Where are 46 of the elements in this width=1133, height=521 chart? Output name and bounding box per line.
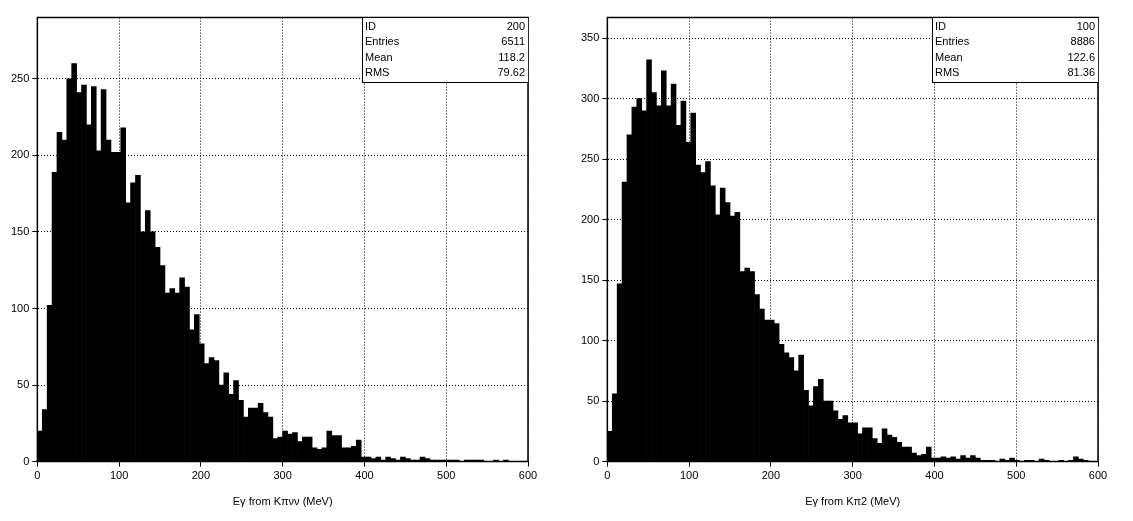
x-axis-title: Eγ from Kπ2 (MeV) (805, 495, 901, 508)
annotation: 6511 (501, 34, 525, 50)
y-tick-label: 150 (10, 224, 30, 237)
y-tick-label: 200 (10, 148, 30, 161)
y-tick-label: 50 (587, 394, 600, 407)
y-tick-label: 100 (10, 301, 30, 314)
x-tick-label: 400 (355, 469, 374, 482)
annotation: RMS (935, 65, 960, 81)
annotation: Entries (365, 34, 400, 50)
x-tick-label: 100 (679, 469, 699, 482)
x-tick-label: 400 (925, 469, 944, 482)
annotation: Mean (935, 49, 963, 65)
y-tick-label: 250 (10, 71, 30, 84)
annotation: 200 (506, 18, 525, 34)
x-tick-label: 200 (191, 469, 211, 482)
y-tick-label: 300 (580, 91, 600, 104)
annotation: 81.36 (1067, 65, 1095, 81)
annotation: 8886 (1070, 34, 1095, 50)
x-axis-title: Eγ from Kπνν (MeV) (232, 495, 333, 508)
annotation: 118.2 (498, 49, 525, 65)
x-tick-label: 0 (604, 469, 611, 482)
x-tick-label: 300 (843, 469, 862, 482)
x-tick-label: 0 (34, 469, 41, 482)
annotation: RMS (365, 65, 390, 81)
y-tick-label: 200 (580, 212, 600, 225)
annotation: 79.62 (497, 65, 525, 81)
y-tick-label: 50 (17, 378, 30, 391)
annotation: ID (935, 18, 946, 34)
y-tick-label: 0 (23, 454, 30, 467)
x-tick-label: 300 (273, 469, 292, 482)
x-tick-label: 600 (1088, 469, 1108, 482)
annotation: Mean (365, 49, 393, 65)
y-tick-label: 150 (580, 273, 600, 286)
x-tick-label: 600 (518, 469, 538, 482)
y-tick-label: 0 (593, 454, 600, 467)
y-tick-label: 100 (580, 333, 600, 346)
annotation: ID (365, 18, 376, 34)
x-tick-label: 200 (761, 469, 781, 482)
y-tick-label: 250 (580, 152, 600, 165)
x-tick-label: 500 (1007, 469, 1026, 482)
x-tick-label: 500 (437, 469, 456, 482)
annotation: 100 (1076, 18, 1095, 34)
annotation: 122.6 (1067, 49, 1095, 65)
y-tick-label: 350 (580, 31, 600, 44)
x-tick-label: 100 (109, 469, 129, 482)
annotation: Entries (935, 34, 970, 50)
